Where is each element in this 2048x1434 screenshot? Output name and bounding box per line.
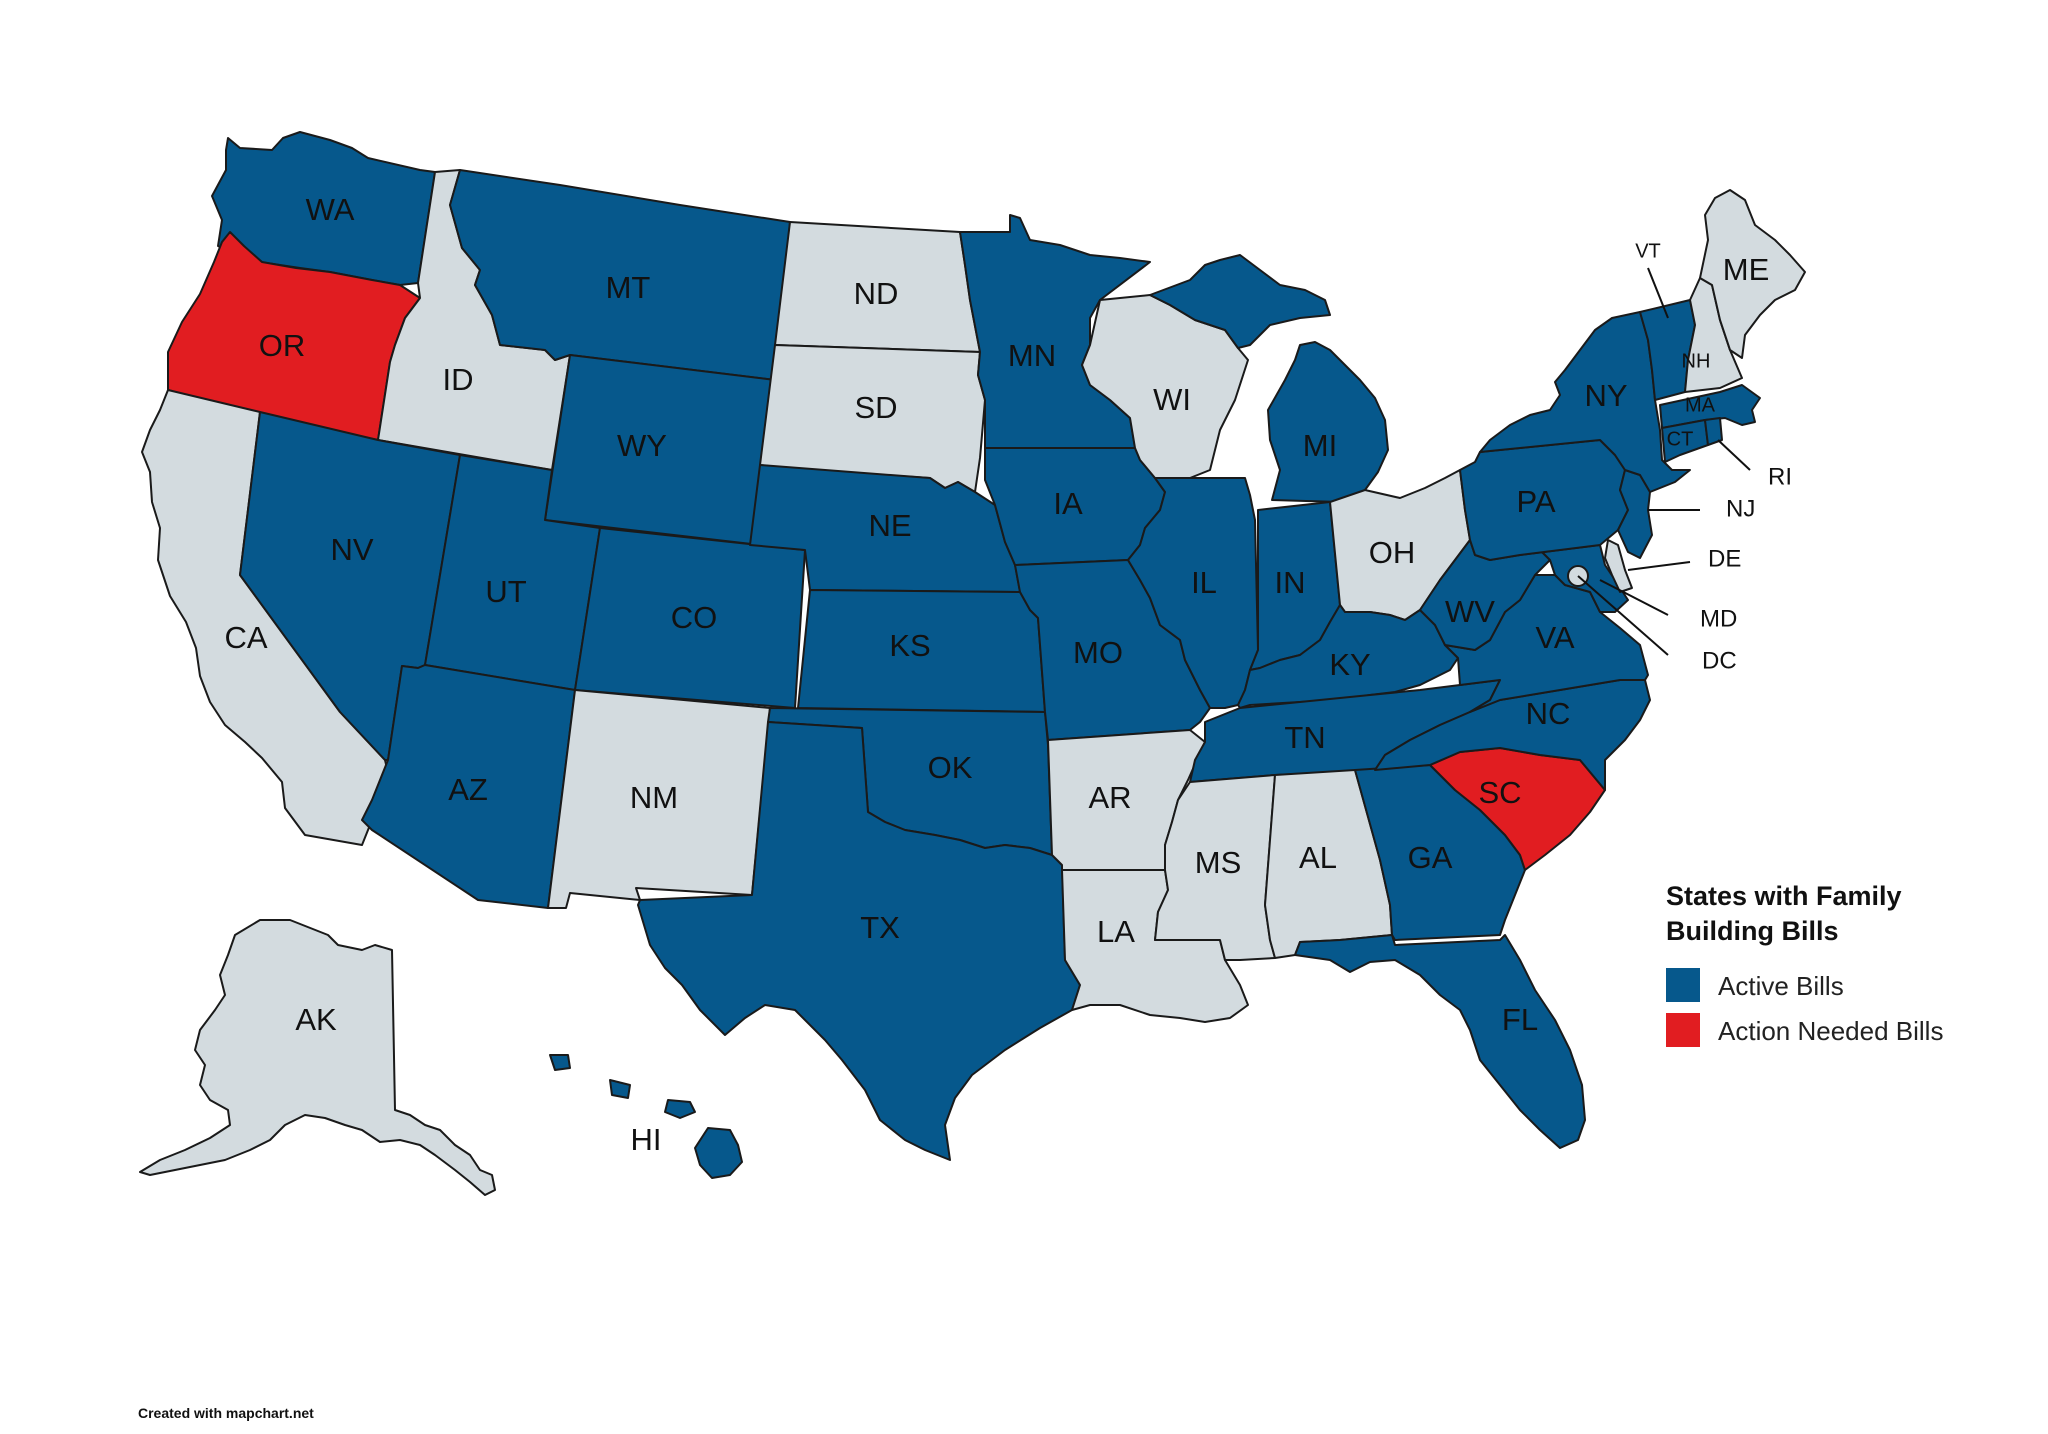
state-label-nd: ND [854, 276, 899, 311]
state-label-or: OR [259, 328, 306, 363]
state-FL[interactable] [1294, 934, 1586, 1149]
leader-line-de [1627, 561, 1691, 571]
state-HI-maui[interactable] [664, 1099, 696, 1119]
state-label-nv: NV [330, 532, 373, 567]
state-label-id: ID [443, 362, 474, 397]
state-label-ri: RI [1768, 463, 1792, 490]
state-label-md: MD [1700, 605, 1737, 632]
state-label-la: LA [1097, 914, 1135, 949]
state-label-ct: CT [1667, 428, 1694, 450]
state-MI[interactable] [1267, 341, 1389, 503]
leader-line-dc [1577, 575, 1669, 656]
state-HI-kauai[interactable] [549, 1054, 571, 1071]
state-label-ga: GA [1408, 840, 1453, 875]
state-label-me: ME [1723, 252, 1770, 287]
legend-label-action: Action Needed Bills [1718, 1016, 1943, 1046]
state-label-hi: HI [631, 1122, 662, 1157]
state-label-sc: SC [1478, 775, 1521, 810]
state-label-va: VA [1535, 620, 1574, 655]
state-label-pa: PA [1516, 484, 1555, 519]
legend-title-line2: Building Bills [1666, 916, 1839, 946]
state-label-ma: MA [1685, 394, 1716, 416]
state-label-ny: NY [1584, 378, 1627, 413]
legend-title-line1: States with Family [1666, 881, 1902, 911]
state-label-mt: MT [606, 270, 651, 305]
state-label-ky: KY [1329, 647, 1370, 682]
state-label-nm: NM [630, 780, 678, 815]
state-label-ut: UT [485, 574, 526, 609]
state-label-tx: TX [860, 910, 900, 945]
legend-swatch-action [1666, 1013, 1700, 1047]
credit-text: Created with mapchart.net [138, 1405, 314, 1421]
leader-line-vt [1647, 267, 1669, 319]
legend-label-active: Active Bills [1718, 971, 1844, 1001]
state-label-al: AL [1299, 840, 1337, 875]
legend-swatch-active [1666, 968, 1700, 1002]
state-label-mo: MO [1073, 635, 1123, 670]
state-label-wi: WI [1153, 382, 1191, 417]
state-label-ar: AR [1088, 780, 1131, 815]
state-label-wy: WY [617, 428, 667, 463]
state-label-nj: NJ [1726, 495, 1755, 522]
state-label-ks: KS [889, 628, 930, 663]
state-label-ak: AK [295, 1002, 337, 1037]
state-label-ca: CA [224, 620, 267, 655]
state-label-ia: IA [1053, 486, 1083, 521]
state-label-fl: FL [1502, 1002, 1538, 1037]
state-label-vt: VT [1635, 240, 1661, 262]
leader-line-md [1599, 579, 1669, 616]
state-label-oh: OH [1369, 535, 1416, 570]
state-label-ms: MS [1195, 845, 1242, 880]
state-label-ok: OK [928, 750, 973, 785]
state-label-de: DE [1708, 545, 1741, 572]
state-label-il: IL [1191, 565, 1217, 600]
state-label-sd: SD [854, 390, 897, 425]
state-label-in: IN [1275, 565, 1306, 600]
state-label-wa: WA [306, 192, 355, 227]
state-label-az: AZ [448, 772, 488, 807]
state-ME[interactable] [1699, 189, 1806, 359]
state-MT[interactable] [449, 169, 791, 381]
state-label-co: CO [671, 600, 718, 635]
state-label-ne: NE [868, 508, 911, 543]
state-label-mn: MN [1008, 338, 1056, 373]
leader-line-ri [1717, 439, 1751, 471]
state-label-mi: MI [1303, 428, 1337, 463]
state-DE[interactable] [1604, 539, 1633, 593]
state-TX[interactable] [637, 721, 1081, 1161]
state-AK[interactable] [139, 919, 496, 1196]
state-label-dc: DC [1702, 647, 1737, 674]
state-CT[interactable] [1661, 419, 1709, 463]
state-label-nc: NC [1526, 696, 1571, 731]
state-HI[interactable] [694, 1127, 743, 1179]
state-IL[interactable] [1127, 477, 1259, 709]
state-label-nh: NH [1682, 350, 1711, 372]
state-label-tn: TN [1284, 720, 1325, 755]
state-NC[interactable] [1374, 679, 1651, 791]
state-label-wv: WV [1445, 594, 1495, 629]
state-MI-upper[interactable] [1149, 254, 1331, 349]
state-HI-oahu[interactable] [609, 1079, 631, 1099]
state-RI[interactable] [1704, 417, 1723, 446]
